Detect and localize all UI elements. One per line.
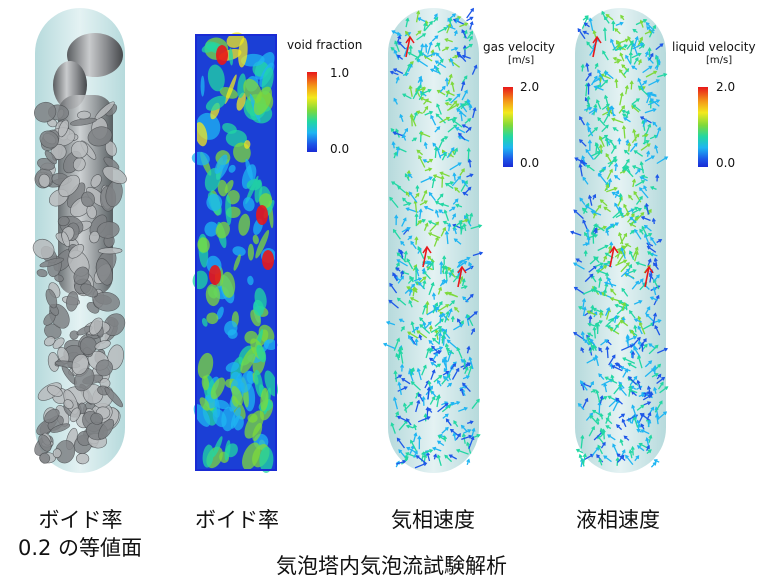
void-legend-title: void fraction	[287, 38, 363, 52]
gas-velocity-vectors	[382, 7, 484, 469]
void-colorbar	[307, 72, 317, 152]
gas-legend-min: 0.0	[520, 156, 540, 170]
liquid-legend-max: 2.0	[716, 80, 736, 94]
caption-isosurface-line2: 0.2 の等値面	[17, 536, 143, 560]
gas-legend-unit: [m/s]	[508, 55, 535, 66]
gas-legend-title: gas velocity	[483, 40, 555, 54]
liquid-legend-title: liquid velocity	[672, 40, 756, 54]
tube-4	[575, 8, 666, 473]
void-legend-min: 0.0	[330, 142, 350, 156]
caption-gas: 気相速度	[391, 508, 475, 532]
tube-3	[388, 8, 479, 473]
liquid-colorbar	[698, 87, 708, 167]
liquid-legend-unit: [m/s]	[706, 55, 733, 66]
liquid-legend-min: 0.0	[716, 156, 736, 170]
isosurface-plume	[32, 33, 127, 465]
void-fraction-contour	[191, 32, 278, 473]
gas-legend-max: 2.0	[520, 80, 540, 94]
caption-isosurface-line1: ボイド率	[38, 508, 123, 532]
void-legend-max: 1.0	[330, 66, 350, 80]
gas-colorbar	[503, 87, 513, 167]
caption-liquid: 液相速度	[576, 508, 660, 532]
liquid-velocity-vectors	[570, 10, 669, 468]
figure-title: 気泡塔内気泡流試験解析	[276, 554, 507, 578]
caption-void: ボイド率	[195, 508, 279, 532]
tube-1	[35, 8, 125, 473]
